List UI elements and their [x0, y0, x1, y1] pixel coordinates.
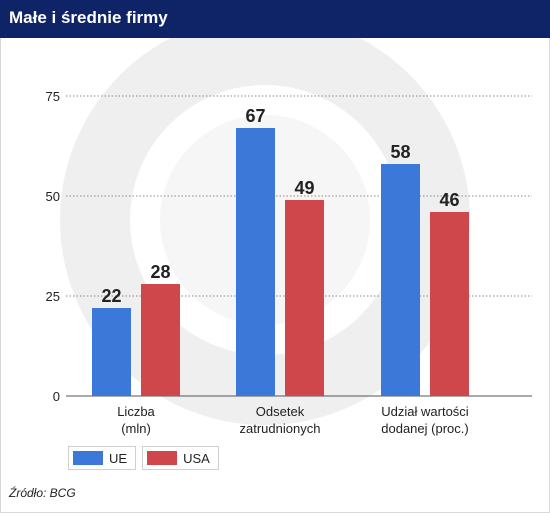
- data-label: 22: [101, 286, 121, 306]
- bar-ue-2: [381, 164, 420, 396]
- data-label: 28: [150, 262, 170, 282]
- x-tick-label: zatrudnionych: [240, 421, 321, 436]
- bar-ue-1: [236, 128, 275, 396]
- x-tick-label: Udział wartości: [381, 404, 469, 419]
- legend-item-ue[interactable]: UE: [68, 446, 137, 470]
- data-label: 58: [390, 142, 410, 162]
- header-bar: Małe i średnie firmy: [0, 0, 550, 38]
- y-tick-label: 0: [53, 389, 60, 404]
- data-label: 49: [294, 178, 314, 198]
- bar-usa-0: [141, 284, 180, 396]
- data-label: 46: [439, 190, 459, 210]
- x-tick-label: dodanej (proc.): [381, 421, 468, 436]
- legend-item-usa[interactable]: USA: [142, 446, 219, 470]
- x-tick-label: Odsetek: [256, 404, 305, 419]
- legend-swatch-ue: [73, 451, 103, 465]
- legend-label-ue: UE: [109, 450, 128, 466]
- y-tick-label: 25: [46, 289, 60, 304]
- bar-usa-1: [285, 200, 324, 396]
- bar-ue-0: [92, 308, 131, 396]
- y-tick-label: 75: [46, 89, 60, 104]
- legend: UE USA: [68, 446, 219, 470]
- data-label: 67: [245, 106, 265, 126]
- x-tick-label: (mln): [121, 421, 151, 436]
- page-title: Małe i średnie firmy: [9, 8, 168, 27]
- x-tick-label: Liczba: [117, 404, 155, 419]
- legend-swatch-usa: [147, 451, 178, 465]
- y-tick-label: 50: [46, 189, 60, 204]
- source-note: Źródło: BCG: [9, 486, 76, 500]
- bar-usa-2: [430, 212, 469, 396]
- legend-label-usa: USA: [183, 450, 210, 466]
